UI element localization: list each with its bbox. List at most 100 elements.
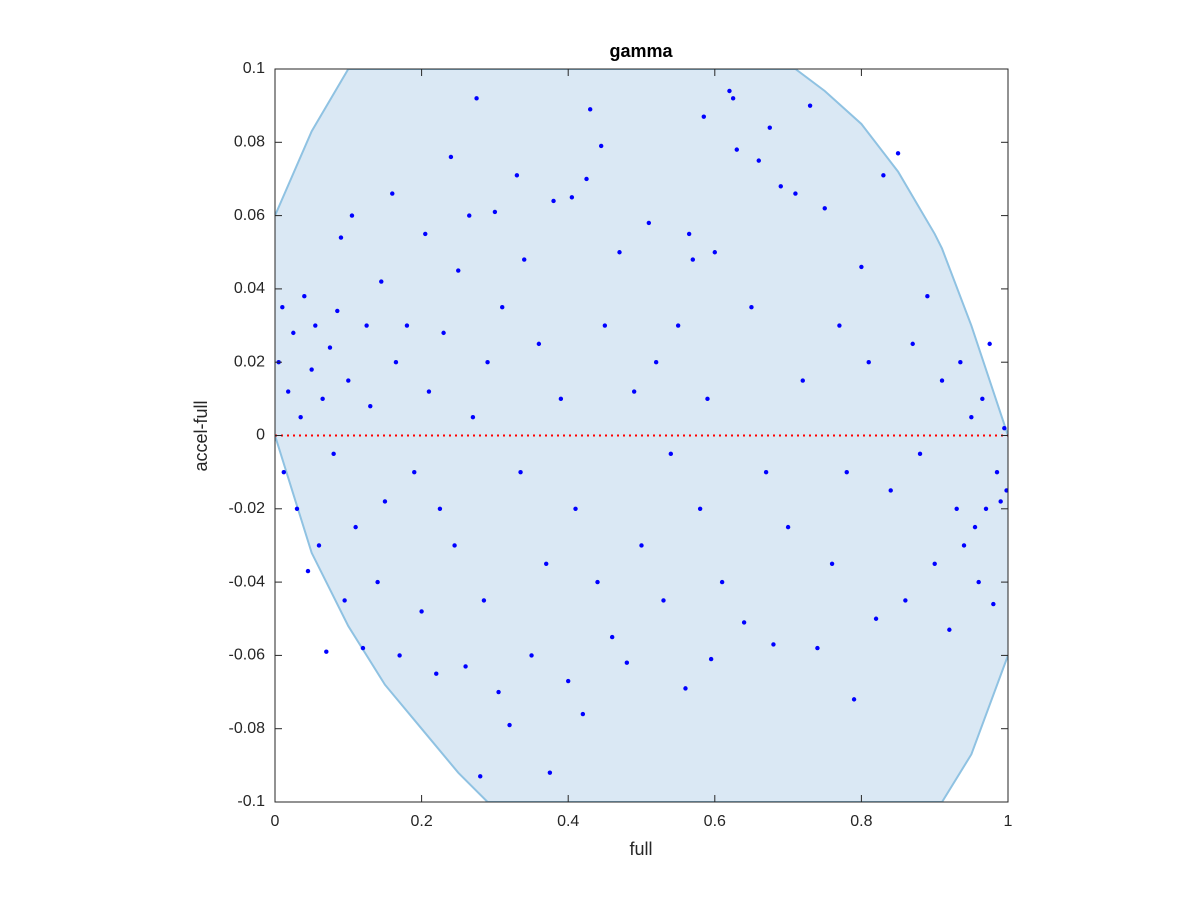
scatter-point [719,579,725,585]
x-tick-label: 0.2 [410,813,432,830]
scatter-point [393,360,399,365]
scatter-point [851,697,857,702]
scatter-point [793,191,798,196]
scatter-point [285,389,291,394]
scatter-point [375,579,380,585]
y-tick-label: -0.04 [229,573,266,590]
scatter-point [756,158,761,163]
scatter-point [481,598,487,603]
scatter-point [686,231,692,237]
scatter-point [958,360,963,365]
scatter-point [529,653,534,658]
scatter-point [749,305,754,310]
scatter-point [1004,488,1008,493]
scatter-point [617,250,622,255]
scatter-point [522,257,527,262]
y-axis-label: accel-full [191,400,211,471]
scatter-point [313,323,318,328]
scatter-point [419,609,424,614]
scatter-point [353,524,358,530]
y-tick-label: 0.08 [234,134,265,151]
scatter-point [961,543,967,548]
scatter-point [631,389,637,394]
scatter-point [305,568,311,574]
scatter-point [302,294,307,299]
scatter-point [837,323,842,328]
scatter-point [1002,425,1007,431]
scatter-point [569,195,575,200]
scatter-point [844,469,849,475]
scatter-point [778,184,783,189]
scatter-point [518,469,523,475]
scatter-point [500,305,505,310]
scatter-point [661,598,666,603]
scatter-point [815,645,820,651]
scatter-point [976,579,981,585]
scatter-point [785,524,791,530]
scatter-point [291,330,296,336]
chart-title: gamma [609,41,673,61]
scatter-point [998,499,1003,504]
region-upper-edge [275,69,1008,436]
scatter-point [426,389,432,394]
scatter-point [895,151,901,156]
scatter-point [364,323,369,328]
y-tick-label: 0.06 [234,207,265,224]
scatter-point [624,660,630,665]
y-tick-label: -0.06 [229,647,266,664]
scatter-point [932,561,937,566]
scatter-point [335,308,340,314]
scatter-point [983,506,989,511]
scatter-point [969,414,974,420]
scatter-point [547,770,553,775]
scatter-point [397,653,402,658]
scatter-point [580,711,586,717]
scatter-point [298,414,303,420]
scatter-point [925,294,930,299]
scatter-point [712,250,717,255]
scatter-point [558,396,564,402]
scatter-point [609,634,615,640]
scatter-point [463,664,468,669]
scatter-point [573,506,578,511]
y-tick-label: 0 [256,427,265,444]
scatter-point [587,107,593,112]
scatter-point [441,330,446,336]
scatter-point [281,469,286,475]
scatter-point [280,305,285,310]
scatter-point [324,649,329,654]
scatter-point [903,598,908,603]
scatter-point [437,506,443,511]
scatter-point [496,689,501,695]
scatter-point [536,341,542,347]
scatter-point [646,220,652,226]
scatter-point [602,323,608,328]
scatter-point [668,451,674,457]
y-tick-label: 0.04 [234,280,265,297]
x-tick-label: 0.6 [704,813,726,830]
scatter-point [342,598,347,603]
scatter-point [338,235,344,240]
scatter-point [584,176,589,182]
scatter-point [910,341,915,347]
scatter-point [448,154,454,160]
scatter-point [434,671,439,676]
scatter-point [485,360,490,365]
scatter-point [327,345,333,350]
scatter-point [404,323,410,328]
scatter-point [390,191,395,196]
scatter-point [807,103,813,108]
scatter-point [309,367,314,372]
scatter-point [734,147,739,152]
y-tick-label: -0.02 [229,500,266,517]
scatter-point [697,506,703,511]
scatter-point [859,264,864,270]
scatter-point [470,414,476,420]
scatter-point [452,543,457,548]
scatter-point [379,279,384,284]
scatter-point [947,627,952,632]
y-tick-label: 0.02 [234,353,265,370]
scatter-point [412,469,417,475]
scatter-point [994,469,1000,475]
scatter-point [456,268,461,273]
